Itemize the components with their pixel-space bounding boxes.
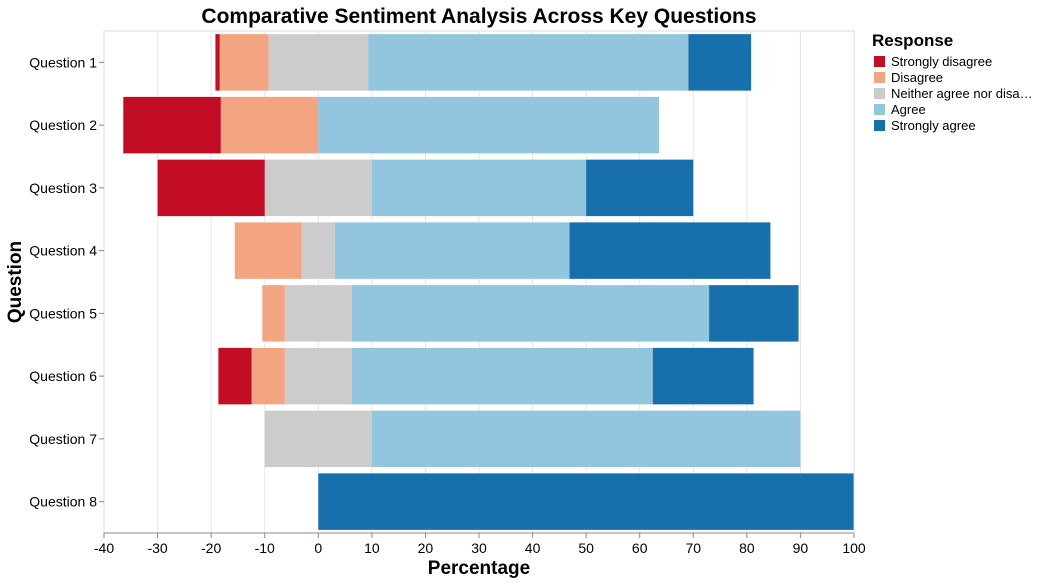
bar-disagree — [234, 222, 302, 279]
y-tick-label: Question 1 — [29, 54, 97, 70]
bar-agree — [351, 347, 653, 405]
x-tick-label: 80 — [739, 540, 755, 556]
legend-title: Response — [872, 31, 953, 50]
x-tick-label: 30 — [471, 540, 487, 556]
legend-swatch — [874, 72, 885, 83]
bar-strongly-disagree — [215, 34, 220, 91]
legend-label: Disagree — [891, 70, 943, 85]
bar-agree — [318, 96, 659, 154]
bar-strongly-agree — [709, 285, 799, 342]
y-tick-label: Question 2 — [29, 117, 97, 133]
x-tick-label: 10 — [364, 540, 380, 556]
x-tick-label: 20 — [418, 540, 434, 556]
y-axis-title: Question — [5, 241, 26, 323]
y-tick-label: Question 5 — [29, 305, 97, 321]
bar-neither-agree-nor-disagree — [268, 34, 369, 91]
y-tick-label: Question 7 — [29, 431, 97, 447]
bar-strongly-agree — [652, 347, 754, 405]
bar-neither-agree-nor-disagree — [264, 159, 372, 217]
x-tick-label: -20 — [201, 540, 221, 556]
legend: Response Strongly disagreeDisagreeNeithe… — [872, 31, 1033, 133]
bar-disagree — [262, 285, 285, 342]
x-tick-label: 40 — [525, 540, 541, 556]
bar-agree — [368, 34, 689, 91]
legend-swatch — [874, 104, 885, 115]
bar-disagree — [219, 34, 269, 91]
bar-strongly-disagree — [123, 96, 221, 154]
bar-strongly-agree — [318, 473, 854, 530]
x-tick-label: -10 — [255, 540, 275, 556]
legend-swatch — [874, 56, 885, 67]
axes: -40 -30 -20 -10 0 10 20 30 40 50 60 70 80 90 100 Questi… — [29, 54, 866, 556]
bar-agree — [351, 285, 710, 342]
x-tick-label: -30 — [147, 540, 167, 556]
x-tick-label: 100 — [842, 540, 866, 556]
bars — [123, 34, 854, 530]
bar-neither-agree-nor-disagree — [284, 285, 352, 342]
bar-neither-agree-nor-disagree — [301, 222, 335, 279]
x-tick-label: 90 — [793, 540, 809, 556]
bar-disagree — [251, 347, 285, 405]
chart-title: Comparative Sentiment Analysis Across Ke… — [201, 5, 756, 28]
x-tick-label: 70 — [685, 540, 701, 556]
x-tick-label: -40 — [94, 540, 114, 556]
bar-neither-agree-nor-disagree — [284, 347, 352, 405]
legend-swatch — [874, 88, 885, 99]
y-tick-label: Question 3 — [29, 180, 97, 196]
bar-strongly-disagree — [157, 159, 265, 217]
bar-strongly-disagree — [218, 347, 252, 405]
x-tick-label: 0 — [314, 540, 322, 556]
legend-label: Strongly disagree — [891, 54, 992, 69]
bar-neither-agree-nor-disagree — [264, 410, 372, 468]
legend-label: Strongly agree — [891, 118, 976, 133]
bar-disagree — [220, 96, 319, 154]
bar-agree — [371, 410, 801, 468]
bar-strongly-agree — [586, 159, 694, 217]
y-tick-label: Question 8 — [29, 494, 97, 510]
legend-label: Agree — [891, 102, 926, 117]
bar-agree — [334, 222, 570, 279]
bar-strongly-agree — [569, 222, 771, 279]
y-tick-label: Question 6 — [29, 368, 97, 384]
bar-strongly-agree — [688, 34, 752, 91]
x-tick-label: 60 — [632, 540, 648, 556]
x-axis-title: Percentage — [428, 558, 530, 579]
y-tick-label: Question 4 — [29, 243, 97, 259]
legend-label: Neither agree nor disa… — [891, 86, 1033, 101]
x-tick-label: 50 — [578, 540, 594, 556]
bar-agree — [371, 159, 587, 217]
legend-swatch — [874, 120, 885, 131]
